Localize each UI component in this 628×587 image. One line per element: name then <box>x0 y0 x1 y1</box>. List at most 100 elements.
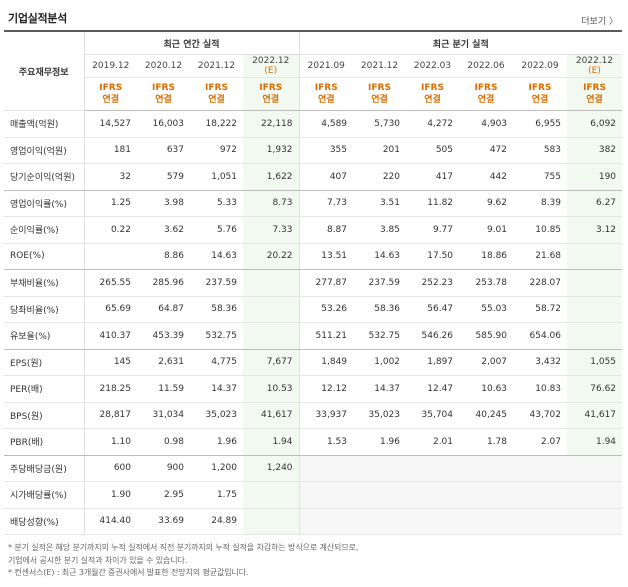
quarter-cell: 4,589 <box>299 110 354 138</box>
quarter-cell: 2.01 <box>406 428 460 456</box>
quarter-cell: 532.75 <box>353 322 407 350</box>
quarter-cell: 201 <box>353 137 407 164</box>
quarter-cell: 55.03 <box>459 296 514 323</box>
annual-cell: 8.73 <box>243 190 300 217</box>
quarter-cell: 253.78 <box>459 269 514 297</box>
annual-cell: 8.86 <box>137 243 190 270</box>
annual-cell: 1,622 <box>243 163 300 191</box>
annual-cell: 14.37 <box>190 375 243 403</box>
annual-cell: 7,677 <box>243 349 300 376</box>
basis-ifrs: IFRS <box>583 83 606 93</box>
quarter-cell: 3,432 <box>513 349 568 376</box>
annual-cell: 1.94 <box>243 428 300 456</box>
period-label: 2021.12 <box>197 61 236 71</box>
quarter-cell <box>459 455 514 482</box>
basis-consolidated: 연결 <box>102 95 120 105</box>
annual-cell: 1,932 <box>243 137 300 164</box>
table-row: 배당성향(%) 414.40 33.69 24.89 <box>4 508 623 535</box>
quarter-cell: 2,007 <box>459 349 514 376</box>
table-row: 순이익률(%) 0.22 3.62 5.76 7.33 8.87 3.85 9.77 9.01 1… <box>4 216 623 244</box>
footnotes: * 분기 실적은 해당 분기까지의 누적 실적에서 직전 분기까지의 누적 실적… <box>8 542 358 580</box>
annual-cell: 2.95 <box>137 481 190 509</box>
annual-cell: 900 <box>137 455 190 482</box>
period-label: 2022.09 <box>521 61 559 71</box>
quarter-cell: 1,897 <box>406 349 460 376</box>
annual-cell: 579 <box>137 163 190 191</box>
basis-header: IFRS 연결 <box>84 77 137 111</box>
quarter-cell: 1.53 <box>299 428 354 456</box>
quarter-cell <box>299 455 354 482</box>
quarter-cell: 277.87 <box>299 269 354 297</box>
annual-cell <box>243 481 300 509</box>
annual-cell: 453.39 <box>137 322 190 350</box>
quarter-cell: 9.77 <box>406 216 460 244</box>
quarter-cell: 237.59 <box>353 269 407 297</box>
footnote: 기업에서 공시한 분기 실적과 차이가 있을 수 있습니다. <box>8 555 188 565</box>
annual-cell: 58.36 <box>190 296 243 323</box>
row-label: 당좌비율(%) <box>4 296 85 323</box>
annual-cell: 22,118 <box>243 110 300 138</box>
quarter-cell: 228.07 <box>513 269 568 297</box>
table-row: 영업이익(억원) 181 637 972 1,932 355 201 505 472 583 382 <box>4 137 623 164</box>
table-row: PBR(배) 1.10 0.98 1.96 1.94 1.53 1.96 2.01 1.78 2.… <box>4 428 623 456</box>
quarter-cell <box>353 481 407 509</box>
row-label: 시가배당률(%) <box>4 481 85 509</box>
quarter-cell: 9.62 <box>459 190 514 217</box>
row-label: BPS(원) <box>4 402 85 429</box>
quarter-cell <box>406 481 460 509</box>
period-header: 2022.06 <box>459 54 514 78</box>
period-header: 2022.12 (E) <box>567 54 623 78</box>
annual-cell: 16,003 <box>137 110 190 138</box>
row-label: 주당배당금(원) <box>4 455 85 482</box>
basis-header: IFRS 연결 <box>243 77 300 111</box>
quarter-cell <box>406 508 460 535</box>
quarter-cell: 53.26 <box>299 296 354 323</box>
quarter-cell: 1,849 <box>299 349 354 376</box>
quarter-cell: 58.72 <box>513 296 568 323</box>
more-link-label[interactable]: 더보기 <box>581 17 607 27</box>
annual-cell: 0.98 <box>137 428 190 456</box>
row-label: 영업이익률(%) <box>4 190 85 217</box>
quarter-cell: 1.94 <box>567 428 623 456</box>
table-row: ROE(%) 8.86 14.63 20.22 13.51 14.63 17.50 18.86… <box>4 243 623 270</box>
period-label: 2022.06 <box>467 61 505 71</box>
basis-consolidated: 연결 <box>208 95 225 105</box>
annual-cell <box>84 243 137 270</box>
annual-cell: 11.59 <box>137 375 190 403</box>
quarter-cell: 10.83 <box>513 375 568 403</box>
annual-cell: 64.87 <box>137 296 190 323</box>
annual-cell <box>243 269 300 297</box>
basis-ifrs: IFRS <box>314 83 338 93</box>
basis-header: IFRS 연결 <box>513 77 568 111</box>
annual-cell: 532.75 <box>190 322 243 350</box>
quarter-cell: 8.39 <box>513 190 568 217</box>
basis-consolidated: 연결 <box>424 95 441 105</box>
basis-consolidated: 연결 <box>155 95 172 105</box>
quarter-cell <box>459 508 514 535</box>
period-label: 2022.12 <box>575 56 614 66</box>
basis-header: IFRS 연결 <box>190 77 243 111</box>
annual-cell: 285.96 <box>137 269 190 297</box>
quarter-cell: 33,937 <box>299 402 354 429</box>
quarter-cell: 35,023 <box>353 402 407 429</box>
quarter-cell: 583 <box>513 137 568 164</box>
basis-consolidated: 연결 <box>531 95 549 105</box>
estimate-mark: (E) <box>264 66 278 76</box>
more-link[interactable]: 더보기 〉 <box>581 14 618 27</box>
estimate-mark: (E) <box>588 66 601 76</box>
quarter-group-header: 최근 분기 실적 <box>299 32 623 55</box>
quarter-cell: 41,617 <box>567 402 623 429</box>
quarter-cell <box>567 243 623 270</box>
quarter-cell <box>567 455 623 482</box>
annual-cell: 0.22 <box>84 216 137 244</box>
financial-table: 주요재무정보 최근 연간 실적 최근 분기 실적 2019.12 2020.12 2… <box>4 32 623 535</box>
period-header: 2020.12 <box>137 54 190 78</box>
period-header: 2021.12 <box>190 54 243 78</box>
quarter-cell: 190 <box>567 163 623 191</box>
annual-cell: 237.59 <box>190 269 243 297</box>
period-label: 2022.12 <box>252 56 290 66</box>
quarter-cell: 654.06 <box>513 322 568 350</box>
row-label: 부채비율(%) <box>4 269 85 297</box>
footnote: * 컨센서스(E) : 최근 3개월간 증권사에서 발표한 전망치의 평균값입니… <box>8 568 249 577</box>
annual-cell: 1,051 <box>190 163 243 191</box>
